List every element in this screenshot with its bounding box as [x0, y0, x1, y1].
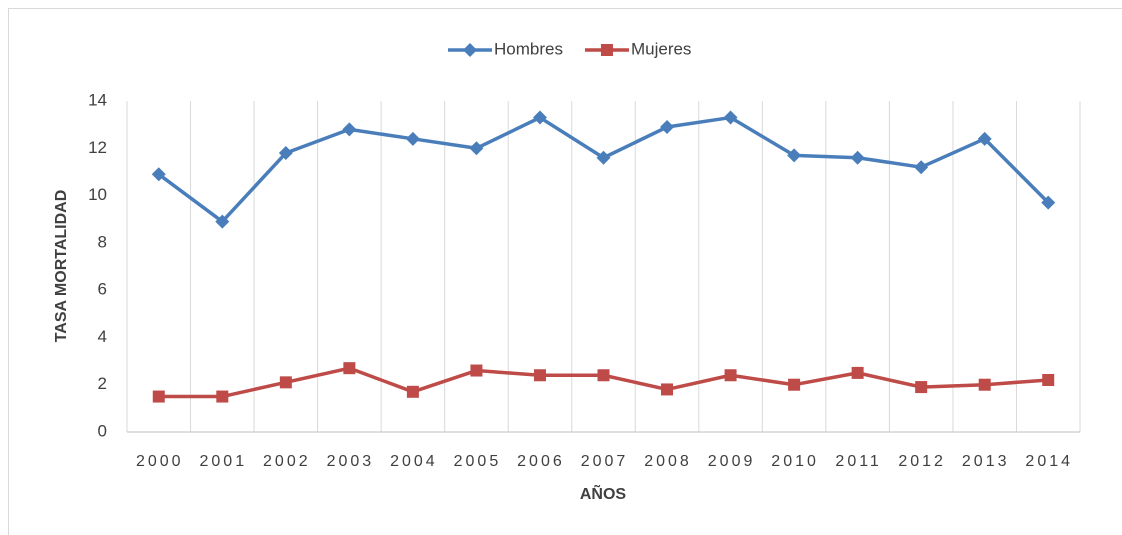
x-tick-label: 2001	[200, 453, 248, 470]
x-tick-label: 2002	[263, 453, 311, 470]
y-tick-label: 6	[98, 280, 107, 299]
marker	[215, 214, 230, 229]
x-axis-title: AÑOS	[580, 483, 627, 503]
y-tick-label: 4	[98, 327, 107, 346]
marker	[977, 131, 992, 146]
marker	[1042, 373, 1055, 386]
marker	[596, 150, 611, 165]
marker	[152, 390, 165, 403]
y-axis-title: TASA MORTALIDAD	[53, 190, 70, 343]
x-tick-label: 2009	[708, 453, 756, 470]
marker	[851, 366, 864, 379]
line	[157, 115, 1050, 224]
x-tick-label: 2006	[517, 453, 565, 470]
y-tick-label: 0	[98, 421, 107, 440]
y-tick-label: 8	[98, 232, 107, 251]
x-tick-label: 2003	[327, 453, 375, 470]
marker	[343, 362, 356, 375]
chart-border	[8, 8, 1122, 535]
legend-label: Mujeres	[631, 39, 691, 58]
y-tick-label: 12	[88, 138, 107, 157]
x-tick-label: 2011	[835, 453, 881, 470]
marker	[723, 110, 738, 125]
marker	[597, 369, 610, 382]
x-tick-label: 2012	[898, 453, 946, 470]
marker	[470, 364, 483, 377]
marker	[151, 167, 166, 182]
marker	[405, 131, 420, 146]
marker	[724, 369, 737, 382]
x-tick-label: 2008	[644, 453, 692, 470]
marker	[914, 160, 929, 175]
marker	[406, 385, 419, 398]
marker	[342, 122, 357, 137]
marker	[1041, 195, 1056, 210]
x-tick-label: 2000	[136, 453, 184, 470]
marker	[600, 44, 613, 56]
marker	[279, 376, 292, 389]
marker	[661, 383, 674, 396]
marker	[216, 390, 229, 403]
x-tick-label: 2007	[581, 453, 629, 470]
y-tick-label: 14	[88, 90, 107, 109]
marker	[978, 378, 991, 391]
marker	[787, 148, 802, 163]
y-tick-label: 10	[88, 185, 107, 204]
marker	[533, 369, 546, 382]
x-tick-label: 2005	[454, 453, 502, 470]
marker	[660, 120, 675, 135]
x-tick-label: 2014	[1025, 453, 1073, 470]
x-tick-label: 2004	[390, 453, 438, 470]
marker	[469, 141, 484, 156]
marker	[850, 150, 865, 165]
marker	[532, 110, 547, 125]
x-tick-label: 2013	[962, 453, 1010, 470]
x-tick-label: 2010	[771, 453, 819, 470]
marker	[278, 146, 293, 161]
marker	[915, 381, 928, 394]
y-tick-label: 2	[98, 374, 107, 393]
marker	[788, 378, 801, 391]
marker	[463, 43, 477, 57]
legend-label: Hombres	[494, 39, 563, 58]
